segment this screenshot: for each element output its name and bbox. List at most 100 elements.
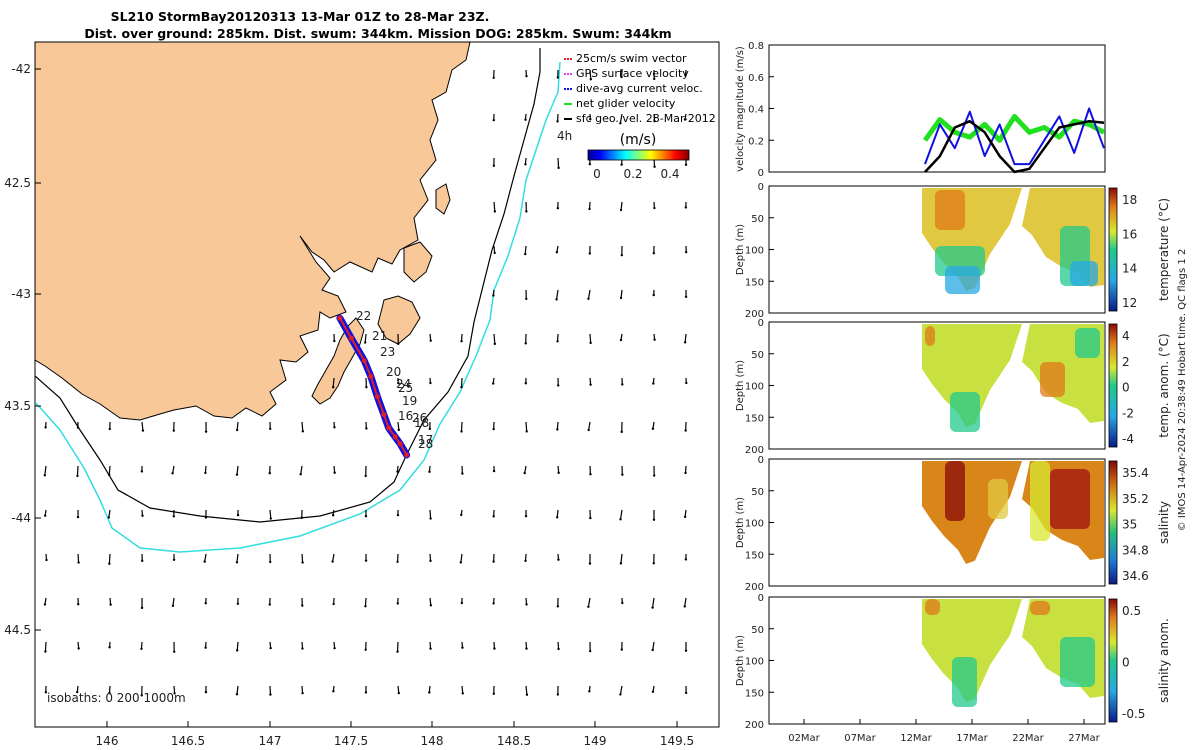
lat-tick-label: -42: [11, 62, 31, 76]
velocity-arrow-head: [651, 690, 655, 693]
salinity-panel: 0 50 100 150 200 Depth (m) 35.4 35.2 35 34.8 34.6 s…: [735, 455, 1171, 593]
velocity-arrow-head: [364, 691, 368, 694]
velocity-arrow-head: [652, 562, 655, 565]
colorbar-tick-label: 34.6: [1122, 569, 1149, 583]
depth-tick-label: 0: [758, 455, 764, 466]
velocity-arrow-head: [684, 558, 688, 561]
velocity-arrow-head: [235, 693, 239, 696]
velocity-arrow-head: [588, 252, 592, 255]
velocity-arrow-head: [76, 690, 79, 694]
velocity-arrow-head: [109, 603, 112, 606]
forestier-peninsula: [403, 241, 433, 283]
colorbar-tick-label: 34.8: [1122, 543, 1149, 557]
velocity-arrow-head: [269, 693, 272, 696]
velocity-arrow-head: [44, 426, 47, 429]
velocity-arrow-head: [204, 471, 207, 475]
velocity-arrow-head: [619, 518, 622, 521]
velocity-arrow-head: [396, 602, 399, 605]
velocity-arrow-head: [588, 207, 591, 211]
velocity-arrow-head: [684, 206, 688, 209]
velocity-arrow: [652, 641, 655, 651]
velocity-arrow: [588, 421, 591, 431]
velocity-arrow-head: [428, 427, 432, 431]
velocity-arrow: [300, 465, 303, 475]
velocity-arrow-head: [493, 342, 497, 346]
velocity-arrow-head: [491, 382, 495, 385]
tasmania-land: [35, 42, 471, 421]
velocity-arrow: [589, 333, 592, 343]
colorbar-tick-label: 14: [1122, 262, 1137, 276]
temp_anom-colorbar-label: temp. anom. (°C): [1157, 333, 1171, 437]
day-label: 18: [414, 416, 429, 430]
track-point: [337, 315, 343, 321]
depth-tick-label: 150: [745, 413, 764, 424]
velocity-arrow-head: [684, 250, 688, 254]
velocity-arrow-head: [684, 649, 688, 652]
velocity-arrow-head: [525, 430, 528, 433]
velocity-arrow-head: [364, 648, 367, 651]
velocity-arrow: [332, 553, 335, 562]
map-colorbar-ticks: 0 0.2 0.4: [593, 167, 679, 181]
velocity-arrow: [619, 509, 623, 520]
lon-tick-label: 149: [584, 734, 607, 748]
temp_anom-ylabel: Depth (m): [735, 360, 746, 411]
velocity-arrow: [141, 421, 144, 431]
velocity-arrow-head: [429, 381, 432, 385]
velocity-arrow-head: [429, 559, 432, 563]
lon-tick-label: 146.5: [171, 734, 205, 748]
velocity-arrow-head: [429, 604, 433, 607]
velocity-arrow: [557, 157, 560, 168]
lat-tick-label: 44.5: [4, 623, 31, 637]
figure-title-line1: SL210 StormBay20120313 13-Mar 01Z to 28-…: [111, 9, 490, 24]
velocity-tick-label: 0.8: [748, 41, 764, 52]
section-patch: [988, 479, 1008, 519]
legend-label: sfc geo. vel. 28-Mar-2012: [576, 112, 716, 125]
velocity-arrow-head: [43, 603, 47, 606]
velocity-arrow-head: [332, 689, 335, 693]
velocity-arrow-head: [364, 474, 367, 478]
velocity-arrow-head: [652, 382, 655, 385]
velocity-arrow-head: [684, 429, 687, 432]
velocity-arrow-head: [204, 430, 208, 433]
velocity-arrow-head: [171, 472, 174, 475]
velocity-arrow-head: [301, 561, 304, 564]
map-colorbar-label: (m/s): [620, 132, 657, 148]
velocity-arrow-head: [396, 560, 399, 563]
day-label: 20: [386, 365, 401, 379]
velocity-arrow-head: [683, 118, 687, 121]
velocity-arrow-head: [364, 605, 367, 608]
velocity-arrow-head: [301, 604, 304, 607]
track-point: [361, 358, 367, 364]
velocity-arrow: [172, 597, 175, 606]
map-legend: 25cm/s swim vector GPS surface velocity di…: [564, 52, 716, 125]
velocity-arrow-head: [269, 646, 272, 650]
velocity-arrow: [108, 553, 111, 564]
velocity-arrow: [525, 685, 528, 695]
velocity-arrow: [429, 509, 432, 519]
velocity-arrow-head: [108, 427, 111, 431]
velocity-arrow-head: [396, 650, 399, 653]
velocity-arrow-head: [525, 603, 528, 606]
velocity-arrow-head: [236, 602, 240, 605]
velocity-arrow-head: [556, 340, 559, 343]
velocity-arrow-head: [588, 162, 592, 166]
colorbar-tick-label: 2: [1122, 355, 1130, 369]
velocity-arrow-head: [397, 691, 400, 695]
velocity-arrow: [108, 465, 111, 476]
velocity-arrow-head: [492, 118, 495, 122]
velocity-arrow-head: [140, 647, 143, 650]
depth-tick-label: 50: [751, 625, 764, 636]
velocity-arrow-head: [684, 691, 688, 695]
velocity-series-line: [922, 113, 1106, 143]
lon-tick-label: 146: [96, 734, 119, 748]
section-patch: [945, 266, 980, 294]
velocity-arrow: [620, 289, 623, 299]
velocity-arrow-head: [108, 473, 111, 477]
velocity-arrow-head: [44, 691, 48, 694]
velocity-arrow-head: [524, 342, 527, 345]
velocity-arrow-head: [171, 604, 175, 607]
colorbar-tick-label: -4: [1122, 432, 1134, 446]
velocity-arrow: [76, 465, 79, 476]
depth-tick-label: 100: [745, 246, 764, 257]
